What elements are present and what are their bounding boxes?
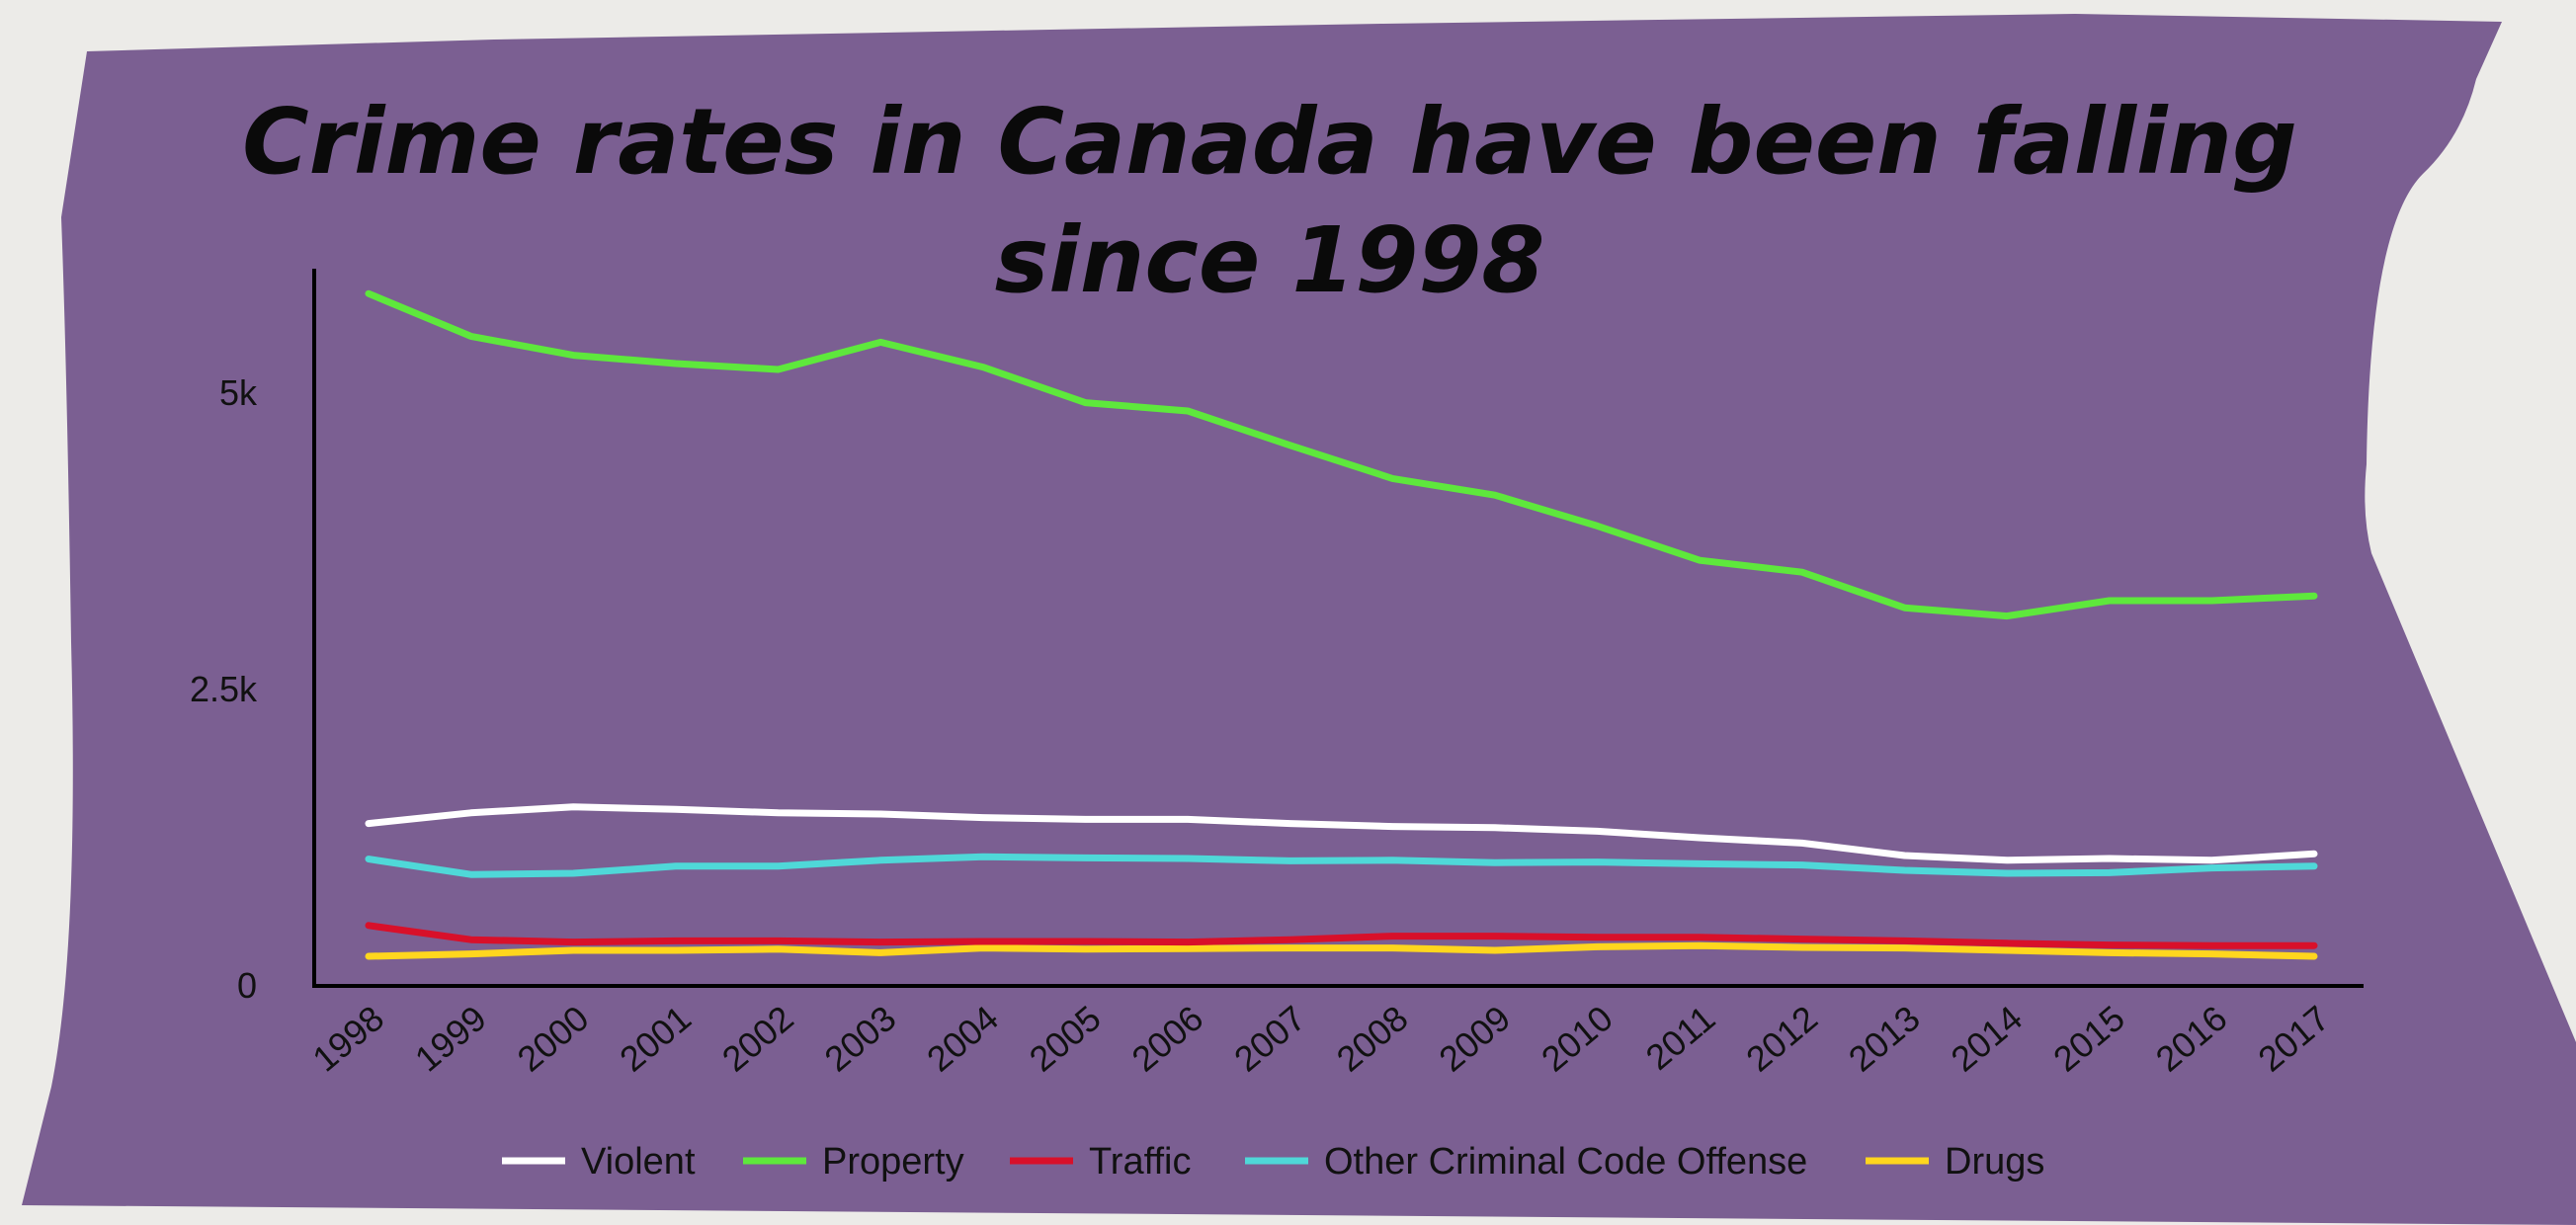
legend-label-traffic: Traffic xyxy=(1089,1141,1191,1183)
chart-title-line-1: Crime rates in Canada have been falling xyxy=(242,89,2297,195)
series-line-property xyxy=(365,289,2318,620)
series-line-other-criminal-code-offense xyxy=(365,853,2318,878)
chart-legend: Violent Property Traffic Other Criminal Cod… xyxy=(502,1141,2044,1183)
chart-axes xyxy=(312,269,2364,988)
legend-label-drugs: Drugs xyxy=(1945,1141,2044,1183)
y-tick-label: 0 xyxy=(237,965,257,1006)
chart-title-line-2: since 1998 xyxy=(995,207,1545,313)
chart-title: Crime rates in Canada have been falling … xyxy=(242,89,2297,313)
y-tick-label: 5k xyxy=(219,372,258,413)
series-line-drugs xyxy=(365,941,2318,960)
chart-panel-background xyxy=(22,14,2576,1225)
series-line-traffic xyxy=(365,922,2318,949)
series-lines xyxy=(365,289,2318,960)
legend-label-other-criminal-code-offense: Other Criminal Code Offense xyxy=(1324,1141,1807,1183)
legend-label-violent: Violent xyxy=(581,1141,696,1183)
legend-label-property: Property xyxy=(822,1141,964,1183)
y-tick-labels: 0 2.5k 5k xyxy=(190,372,258,1006)
y-tick-label: 2.5k xyxy=(190,669,258,709)
series-line-violent xyxy=(365,803,2318,864)
